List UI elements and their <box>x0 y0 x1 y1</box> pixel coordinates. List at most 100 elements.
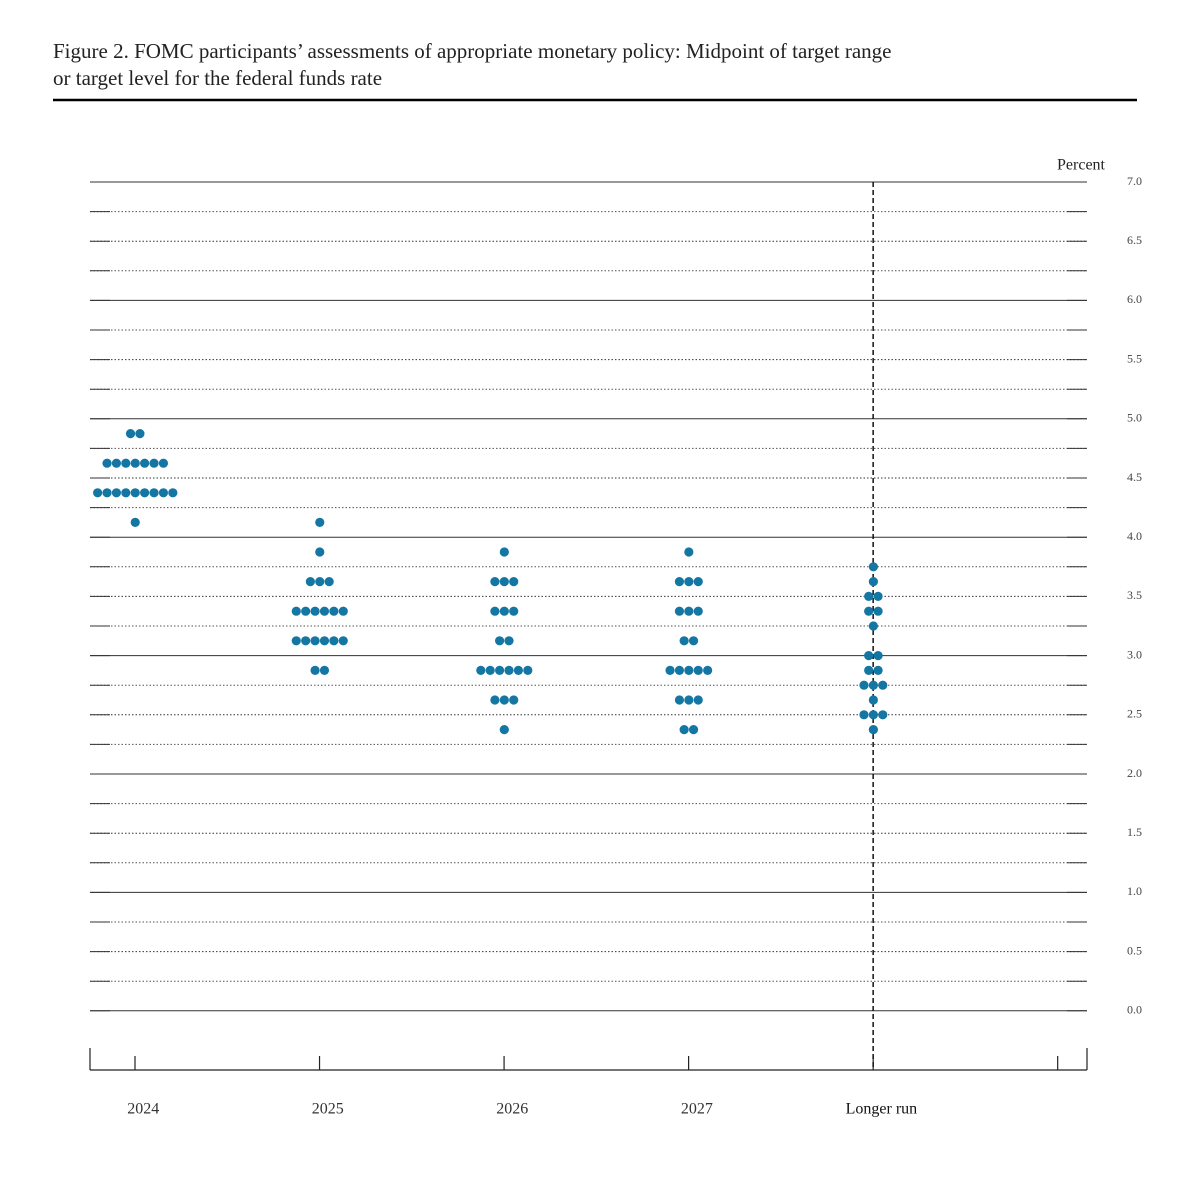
dot <box>499 547 509 557</box>
dot <box>504 665 514 676</box>
y-tick-label: 5.0 <box>1127 411 1142 425</box>
dot <box>684 606 694 616</box>
y-tick-label: 3.0 <box>1127 647 1142 661</box>
dot <box>130 458 140 468</box>
dot <box>688 636 699 646</box>
y-tick-label: 1.0 <box>1127 884 1142 898</box>
chart-subtitle: or target level for the federal funds ra… <box>53 66 382 90</box>
dot <box>301 606 311 616</box>
dot <box>878 680 888 690</box>
dot <box>499 606 509 616</box>
dot <box>693 577 703 587</box>
dot <box>319 665 330 676</box>
dot <box>509 606 519 616</box>
dot <box>688 725 699 735</box>
dot <box>679 636 689 646</box>
dot <box>490 606 500 616</box>
dot <box>859 710 869 720</box>
dot <box>864 591 874 602</box>
dot <box>315 577 325 587</box>
dot <box>495 636 505 646</box>
dot <box>140 458 150 468</box>
dot <box>703 665 713 676</box>
dot <box>868 710 878 720</box>
dot <box>291 636 301 646</box>
dot <box>310 636 320 646</box>
dot <box>291 606 301 616</box>
dot <box>674 606 685 616</box>
dot <box>684 665 694 676</box>
dot <box>509 577 519 587</box>
dot <box>111 488 122 498</box>
dot <box>315 547 325 557</box>
dot <box>873 651 883 661</box>
dot <box>338 636 348 646</box>
x-tick-label: 2027 <box>681 1101 713 1118</box>
x-tick-label: 2026 <box>496 1101 528 1118</box>
dot <box>665 665 675 676</box>
dot <box>310 665 320 676</box>
dot <box>684 577 694 587</box>
x-tick-label: 2024 <box>127 1101 159 1118</box>
dot <box>319 606 330 616</box>
dot <box>868 577 878 587</box>
dot <box>513 665 524 676</box>
dot <box>868 680 878 690</box>
dot <box>878 710 888 720</box>
dot <box>868 562 878 572</box>
dot <box>149 488 159 498</box>
dot <box>93 488 103 498</box>
y-tick-label: 4.0 <box>1127 529 1142 543</box>
dot <box>499 725 509 735</box>
y-axis-label: Percent <box>1057 157 1106 174</box>
y-tick-label: 6.5 <box>1127 233 1142 247</box>
dot <box>476 665 486 676</box>
y-tick-label: 1.5 <box>1127 825 1142 839</box>
dot <box>111 458 122 468</box>
dot <box>490 695 500 705</box>
dot <box>490 577 500 587</box>
dot <box>864 651 874 661</box>
dot <box>864 606 874 616</box>
dot <box>485 665 495 676</box>
y-tick-label: 4.5 <box>1127 470 1142 484</box>
dot <box>674 665 685 676</box>
dot <box>859 680 869 690</box>
dot <box>499 577 509 587</box>
chart-title: Figure 2. FOMC participants’ assessments… <box>53 39 891 63</box>
dot <box>868 725 878 735</box>
dot <box>873 606 883 616</box>
dot <box>158 458 169 468</box>
dot <box>319 636 330 646</box>
dot <box>301 636 311 646</box>
dot <box>315 517 325 528</box>
dot <box>168 488 178 498</box>
y-tick-label: 2.5 <box>1127 707 1142 721</box>
dot <box>523 665 533 676</box>
y-tick-label: 7.0 <box>1127 174 1142 188</box>
dot <box>305 577 315 587</box>
dot <box>102 488 112 498</box>
dot <box>868 621 878 631</box>
dot <box>121 488 131 498</box>
dot <box>679 725 689 735</box>
y-tick-label: 5.5 <box>1127 351 1142 365</box>
dot <box>121 458 131 468</box>
dot <box>504 636 514 646</box>
dot <box>684 695 694 705</box>
x-tick-label: 2025 <box>312 1101 344 1118</box>
dot <box>135 429 145 439</box>
dot <box>140 488 150 498</box>
dot <box>693 665 703 676</box>
dot <box>310 606 320 616</box>
dot <box>495 665 505 676</box>
dot <box>125 429 136 439</box>
dot <box>324 577 334 587</box>
y-tick-label: 0.0 <box>1127 1003 1142 1017</box>
dot <box>158 488 169 498</box>
dot <box>149 458 159 468</box>
dot <box>329 606 339 616</box>
y-tick-label: 2.0 <box>1127 766 1142 780</box>
dot <box>509 695 519 705</box>
